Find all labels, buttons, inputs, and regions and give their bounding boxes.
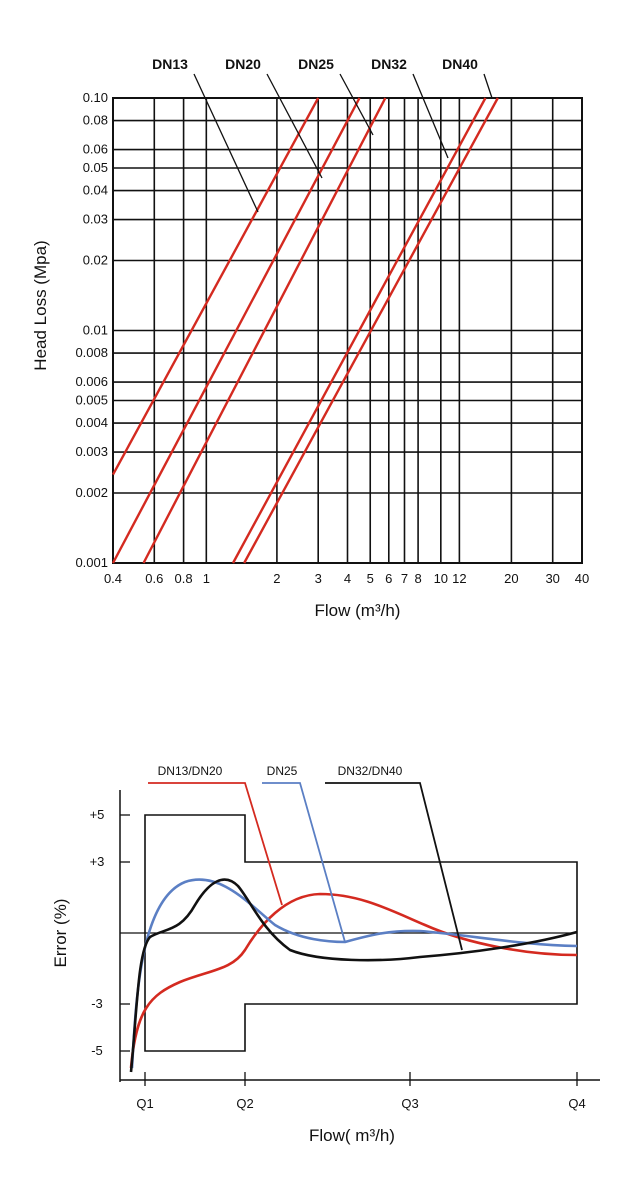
series-line-dn13 [111, 97, 320, 476]
y-tick-label: 0.002 [75, 485, 108, 500]
x-tick-label: 3 [315, 571, 322, 586]
series-line-dn32 [231, 97, 487, 564]
series-label: DN40 [442, 56, 478, 72]
leader-line [339, 73, 374, 136]
head-loss-grid [112, 97, 583, 564]
x-tick-label: Q4 [568, 1096, 585, 1111]
y-tick-label: 0.01 [83, 323, 108, 338]
x-tick-label: Q3 [401, 1096, 418, 1111]
x-tick-label: 0.4 [104, 571, 122, 586]
x-tick-label: 10 [434, 571, 448, 586]
x-tick-label: Q1 [136, 1096, 153, 1111]
y-tick-label: -5 [91, 1043, 103, 1058]
head-loss-chart: 0.4 0.6 0.8 1 2 3 4 5 6 7 8 10 12 20 30 400.0010.0020.0… [31, 56, 589, 620]
x-tick-label: 6 [385, 571, 392, 586]
x-tick-label: 2 [273, 571, 280, 586]
leader-line [266, 73, 323, 179]
y-tick-label: +3 [90, 854, 105, 869]
y-tick-label: 0.04 [83, 183, 108, 198]
plot-frame [112, 97, 583, 564]
series-line-dn25 [142, 97, 387, 564]
x-tick-label: 40 [575, 571, 589, 586]
legend-leader-line [325, 782, 463, 951]
head-loss-series [111, 97, 499, 564]
x-tick-label: 20 [504, 571, 518, 586]
y-tick-label: 0.003 [75, 444, 108, 459]
x-tick-label: 30 [545, 571, 559, 586]
series-curve-dn25 [130, 878, 578, 1069]
leader-line [483, 73, 493, 99]
y-axis-title: Head Loss (Mpa) [31, 240, 50, 370]
series-curve-dn32-dn40 [129, 878, 578, 1073]
series-labels: DN13 DN20 DN25 DN32 DN40 [152, 56, 493, 213]
x-tick-label: 8 [414, 571, 421, 586]
series-curve-dn13-dn20 [129, 892, 578, 1069]
leader-line [412, 73, 449, 159]
series-label: DN25 [298, 56, 334, 72]
series-label: DN32 [371, 56, 407, 72]
y-tick-label: 0.001 [75, 555, 108, 570]
y-tick-label: 0.05 [83, 160, 108, 175]
y-tick-label: 0.03 [83, 212, 108, 227]
y-tick-label: 0.006 [75, 374, 108, 389]
legend-leader-line [148, 782, 283, 906]
x-tick-label: 0.8 [175, 571, 193, 586]
series-label: DN20 [225, 56, 261, 72]
y-tick-label: 0.08 [83, 113, 108, 128]
series-line-dn40 [243, 97, 499, 564]
y-axis-title: Error (%) [51, 899, 70, 968]
x-tick-label: 4 [344, 571, 351, 586]
y-tick-label: 0.06 [83, 142, 108, 157]
legend-leader-line [262, 782, 346, 943]
legend-label: DN25 [267, 764, 298, 778]
y-tick-label: 0.005 [75, 392, 108, 407]
x-axis-title: Flow (m³/h) [315, 601, 401, 620]
x-axis-title: Flow( m³/h) [309, 1126, 395, 1145]
legend-label: DN32/DN40 [338, 764, 403, 778]
leader-line [193, 73, 259, 213]
x-tick-label: Q2 [236, 1096, 253, 1111]
x-tick-label: 12 [452, 571, 466, 586]
legend-label: DN13/DN20 [158, 764, 223, 778]
y-tick-label: 0.008 [75, 345, 108, 360]
x-tick-label: 0.6 [145, 571, 163, 586]
y-tick-label: +5 [90, 807, 105, 822]
y-tick-label: -3 [91, 996, 103, 1011]
x-tick-label: 7 [401, 571, 408, 586]
y-tick-label: 0.004 [75, 415, 108, 430]
series-line-dn20 [111, 97, 361, 564]
x-tick-label: 5 [367, 571, 374, 586]
x-tick-label: 1 [203, 571, 210, 586]
series-label: DN13 [152, 56, 188, 72]
y-tick-label: 0.10 [83, 90, 108, 105]
y-tick-label: 0.02 [83, 253, 108, 268]
error-limit-envelope [144, 814, 578, 1052]
